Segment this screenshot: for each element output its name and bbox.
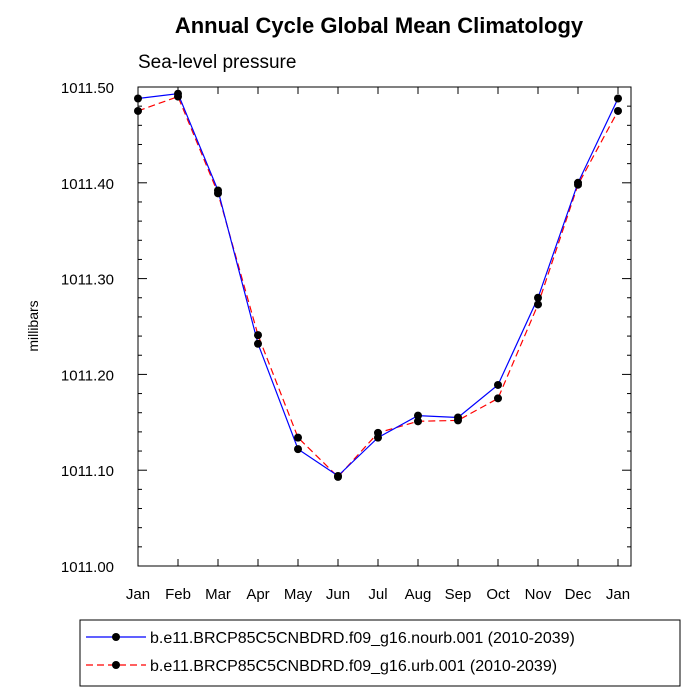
y-tick-label: 1011.10 bbox=[61, 463, 114, 480]
x-tick-label: Apr bbox=[246, 586, 269, 603]
y-tick-label: 1011.20 bbox=[61, 367, 114, 384]
legend-marker bbox=[112, 633, 120, 641]
series-line bbox=[137, 95, 619, 478]
x-tick-label: Jan bbox=[126, 586, 150, 603]
series-line bbox=[137, 93, 619, 477]
y-axis-label: millibars bbox=[25, 300, 41, 351]
x-tick-label: May bbox=[284, 586, 313, 603]
x-tick-label: Jan bbox=[606, 586, 630, 603]
x-tick-label: Aug bbox=[405, 586, 432, 603]
data-point bbox=[494, 394, 502, 403]
y-tick-label: 1011.00 bbox=[61, 559, 114, 576]
x-tick-label: Jul bbox=[368, 586, 387, 603]
chart-subtitle: Sea-level pressure bbox=[138, 52, 296, 73]
data-point bbox=[294, 445, 302, 454]
data-point bbox=[614, 94, 622, 103]
data-point bbox=[534, 300, 542, 309]
series-layer bbox=[134, 89, 622, 481]
x-tick-label: Feb bbox=[165, 586, 191, 603]
data-point bbox=[254, 339, 262, 348]
data-point bbox=[174, 92, 182, 101]
x-tick-label: Oct bbox=[486, 586, 510, 603]
data-point bbox=[134, 106, 142, 115]
data-point bbox=[374, 428, 382, 437]
data-point bbox=[214, 189, 222, 198]
x-tick-label: Nov bbox=[525, 586, 552, 603]
data-point bbox=[454, 416, 462, 425]
data-point bbox=[254, 331, 262, 340]
y-tick-label: 1011.50 bbox=[61, 80, 114, 97]
data-point bbox=[134, 94, 142, 103]
legend-label: b.e11.BRCP85C5CNBDRD.f09_g16.nourb.001 (… bbox=[150, 630, 575, 647]
data-point bbox=[574, 180, 582, 189]
legend-marker bbox=[112, 661, 120, 669]
plot-frame bbox=[137, 86, 632, 567]
x-tick-label: Jun bbox=[326, 586, 350, 603]
axis-ticks: Jan Feb Mar Apr May Jun Jul Aug Sep Oct Nov Dec Jan 1… bbox=[61, 80, 631, 603]
data-point bbox=[414, 417, 422, 426]
legend-label: b.e11.BRCP85C5CNBDRD.f09_g16.urb.001 (20… bbox=[150, 658, 557, 675]
data-point bbox=[414, 411, 422, 420]
data-point bbox=[614, 106, 622, 115]
legend: b.e11.BRCP85C5CNBDRD.f09_g16.nourb.001 (… bbox=[86, 630, 575, 675]
legend-box bbox=[79, 619, 681, 687]
y-tick-label: 1011.30 bbox=[61, 272, 114, 289]
data-point bbox=[294, 433, 302, 442]
x-tick-label: Mar bbox=[205, 586, 231, 603]
data-point bbox=[494, 380, 502, 389]
y-tick-label: 1011.40 bbox=[61, 176, 114, 193]
chart-title: Annual Cycle Global Mean Climatology bbox=[175, 13, 584, 38]
x-tick-label: Sep bbox=[445, 586, 472, 603]
x-tick-label: Dec bbox=[565, 586, 592, 603]
data-point bbox=[334, 472, 342, 481]
data-point bbox=[534, 293, 542, 302]
